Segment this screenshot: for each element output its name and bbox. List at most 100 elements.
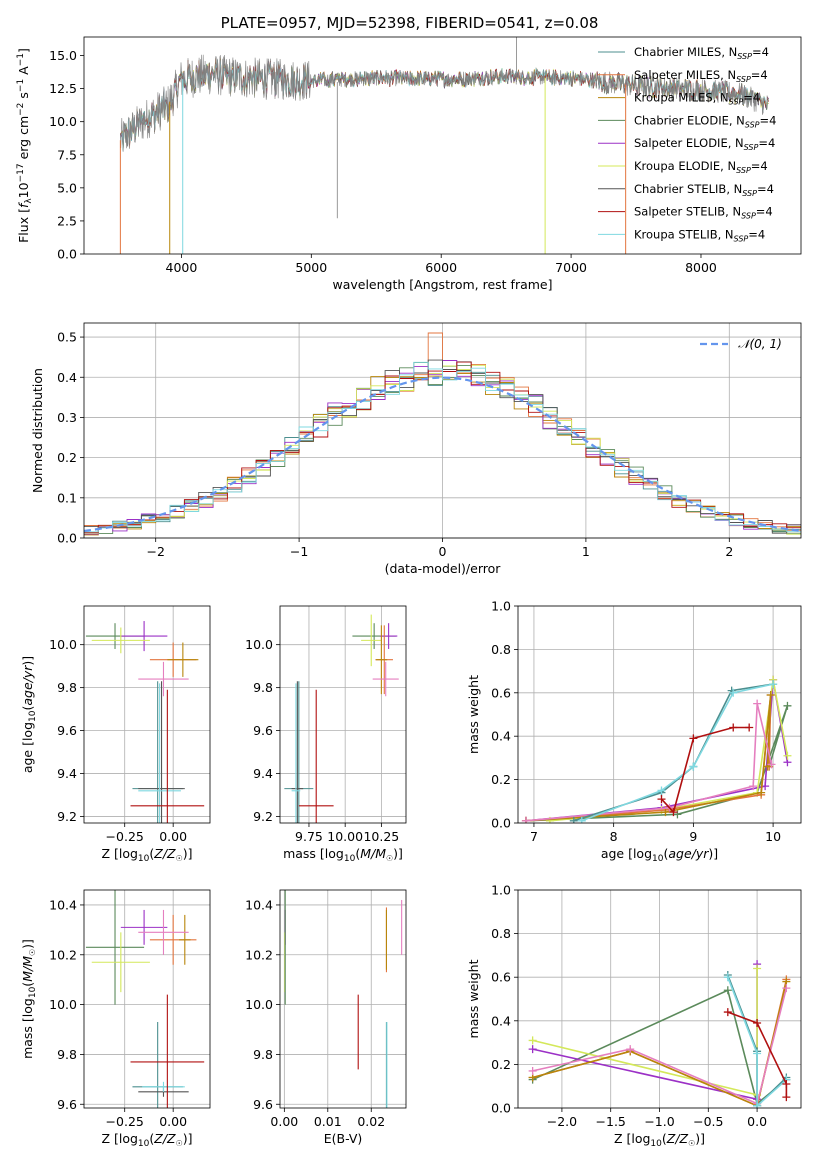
x-tick-label: −1.5	[596, 1114, 626, 1129]
mass-weight-line	[525, 694, 772, 822]
axes-frame	[83, 36, 802, 255]
y-tick-label: 9.8	[57, 680, 77, 695]
mass-weight-marker	[753, 1101, 762, 1108]
legend-label: Chabrier STELIB, NSSP=4	[634, 182, 774, 198]
label-part: SSP	[736, 75, 751, 84]
x-tick-label: 0.00	[270, 1114, 298, 1129]
y-tick-label: 0.8	[491, 926, 511, 941]
y-tick-label: 1.0	[491, 883, 511, 898]
legend-label: Kroupa ELODIE, NSSP=4	[634, 159, 768, 175]
label-part: erg cm	[16, 116, 31, 164]
x-axis-label: age [log10(age/yr)]	[601, 846, 718, 864]
label-part: SSP	[736, 166, 751, 175]
label-part: =4	[751, 159, 768, 173]
mass-weight-marker	[723, 1008, 732, 1017]
mass-vs-z-data	[85, 890, 205, 1108]
mass-weight-line	[532, 987, 788, 1105]
label-part: −17	[16, 163, 26, 182]
mass-weight-marker	[528, 1066, 537, 1075]
mass-weight-marker	[689, 734, 698, 743]
label-part: )]	[183, 1131, 193, 1146]
label-part: (	[355, 846, 360, 861]
y-tick-label: 9.2	[253, 809, 273, 824]
label-part: −2	[16, 103, 26, 116]
x-tick-label: 0.02	[357, 1114, 385, 1129]
axes-frame	[279, 605, 407, 824]
y-tick-label: 9.6	[57, 1097, 77, 1112]
label-part: Flux [	[16, 208, 31, 243]
label-part: mass [log	[283, 846, 344, 861]
y-tick-label: 10.0	[49, 637, 77, 652]
mass-weight-line	[525, 679, 789, 822]
y-tick-label: 0.3	[57, 410, 77, 425]
y-tick-label: 10.2	[245, 947, 273, 962]
label-part: Kroupa ELODIE, N	[634, 159, 736, 173]
label-part: SSP	[745, 120, 760, 129]
mass-weight-marker	[769, 680, 778, 689]
legend-label: 𝒩(0, 1)	[738, 337, 782, 351]
label-part: =4	[748, 227, 765, 241]
label-part: Chabrier MILES, N	[634, 45, 737, 59]
y-tick-label: 10.0	[49, 114, 77, 129]
label-part: 10	[28, 986, 38, 998]
axes-frame	[83, 605, 211, 824]
label-part: 10	[344, 854, 356, 864]
mass-weight-marker	[528, 1036, 537, 1045]
observed-spectrum-line	[120, 54, 769, 152]
y-tick-label: 9.6	[253, 1097, 273, 1112]
label-part: −1	[16, 53, 26, 66]
weight-vs-z-data	[528, 960, 791, 1108]
y-tick-label: 9.8	[253, 1047, 273, 1062]
label-part: Kroupa STELIB, N	[634, 227, 734, 241]
mass-weight-line	[525, 694, 772, 822]
label-part: (	[662, 1131, 667, 1146]
legend-label: Chabrier ELODIE, NSSP=4	[634, 113, 776, 129]
mass-weight-marker	[626, 1045, 635, 1054]
label-part: f	[16, 202, 31, 208]
axes-frame	[517, 889, 802, 1109]
label-part: )]	[695, 1131, 705, 1146]
x-tick-label: 4000	[166, 260, 198, 275]
y-tick-label: 0.5	[57, 330, 77, 345]
x-tick-label: 9	[689, 829, 697, 844]
x-axis-label: Z [log10(Z/Z☉)]	[101, 1131, 192, 1149]
y-tick-label: 0.4	[57, 370, 77, 385]
mass-weight-marker	[749, 782, 758, 791]
label-part: Chabrier ELODIE, N	[634, 113, 745, 127]
y-tick-label: 7.5	[57, 147, 77, 162]
label-part: −1	[16, 79, 26, 92]
mass-weight-marker	[782, 1093, 791, 1102]
mass-weight-line	[525, 705, 789, 822]
y-tick-label: 10.0	[245, 997, 273, 1012]
y-tick-label: 2.5	[57, 213, 77, 228]
axes-frame	[279, 889, 407, 1109]
label-part: )]	[20, 939, 35, 949]
label-part: 10	[138, 854, 150, 864]
x-tick-label: 9.75	[295, 829, 323, 844]
mass-weight-marker	[723, 973, 732, 982]
y-tick-label: 9.4	[253, 766, 273, 781]
label-part: )]	[20, 656, 35, 666]
mass-weight-marker	[661, 808, 670, 817]
x-tick-label: 1	[582, 544, 590, 559]
axes-frame	[83, 322, 802, 539]
age-vs-mass-panel: 9.75 10.00 10.25 9.2 9.4 9.6 9.8 10.0 mass [log1…	[245, 605, 407, 864]
mass-weight-marker	[753, 1018, 762, 1027]
y-tick-label: 1.0	[491, 599, 511, 614]
x-tick-label: 10.00	[327, 829, 363, 844]
x-tick-label: 7	[530, 829, 538, 844]
label-part: (	[20, 706, 35, 711]
age-vs-z-panel: −0.25 0.009.29.49.69.810.0Z [log10(Z/Z☉)]…	[20, 605, 211, 864]
x-tick-label: −1	[290, 544, 308, 559]
x-tick-label: −2.0	[547, 1114, 577, 1129]
label-part: =4	[752, 45, 769, 59]
label-part: age [log	[20, 722, 35, 773]
y-tick-label: 10.0	[245, 637, 273, 652]
label-part: age/yr	[668, 846, 709, 861]
label-part: 10	[16, 182, 31, 198]
x-tick-label: 10	[765, 829, 781, 844]
mass-weight-marker	[753, 1049, 762, 1058]
x-tick-label: −1.0	[644, 1114, 674, 1129]
y-axis-label: mass weight	[466, 675, 481, 754]
